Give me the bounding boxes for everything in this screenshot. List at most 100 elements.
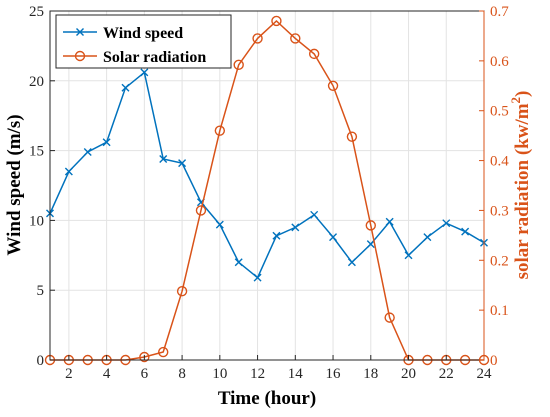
legend-box: [55, 14, 232, 69]
data-point-wind: [461, 227, 470, 236]
data-point-wind: [83, 148, 92, 156]
x-tick-label: 4: [103, 366, 111, 382]
y-right-tick-label: 0.2: [490, 253, 509, 269]
x-axis: 2 4 6 8 10 12 14 16 18 20 22 24: [65, 355, 492, 382]
data-point-stroke: [159, 154, 168, 163]
data-point-wind: [121, 83, 130, 92]
y-left-tick-label: 20: [29, 74, 44, 90]
data-point-stroke: [102, 138, 111, 147]
x-tick-label: 10: [212, 366, 227, 382]
data-point-stroke: [272, 231, 281, 240]
data-point-wind: [423, 233, 432, 242]
y-right-axis-label-main: solar radiation (kw/m: [512, 103, 533, 279]
data-point-solar: [139, 351, 150, 363]
y-right-tick-label: 0.4: [490, 154, 509, 170]
x-tick-label: 6: [141, 366, 149, 382]
data-point-solar: [327, 80, 339, 91]
data-point-stroke: [385, 217, 394, 226]
y-right-axis-label-end: ): [512, 91, 533, 97]
data-point-solar: [384, 312, 395, 323]
data-point-solar: [195, 205, 207, 216]
data-point-stroke: [121, 83, 130, 92]
data-point-solar: [271, 15, 282, 27]
y-left-tick-label: 15: [29, 144, 44, 160]
legend-solar-marker: [74, 50, 86, 62]
data-point-stroke: [329, 233, 338, 242]
data-point-stroke: [253, 273, 262, 282]
data-point-wind: [329, 233, 338, 242]
x-tick-label: 16: [326, 366, 342, 382]
data-point-stroke: [64, 167, 73, 176]
x-axis-label: Time (hour): [218, 388, 316, 409]
data-point-wind: [64, 167, 73, 176]
data-point-wind: [385, 217, 394, 226]
data-point-stroke: [178, 159, 187, 168]
data-point-wind: [234, 258, 243, 267]
data-point-wind: [102, 138, 111, 147]
y-right-tick-label: 0.6: [490, 54, 509, 70]
data-point-solar: [158, 346, 169, 358]
data-point-solar: [252, 33, 263, 44]
data-point-stroke: [140, 68, 149, 77]
x-tick-label: 24: [477, 366, 493, 382]
data-point-stroke: [83, 148, 92, 156]
data-point-stroke: [234, 258, 243, 267]
data-point-stroke: [310, 210, 319, 219]
legend-wind-label: Wind speed: [103, 25, 183, 42]
y-right-tick-label: 0.5: [490, 104, 509, 120]
data-point-wind: [159, 154, 168, 163]
data-point-solar: [365, 220, 376, 231]
data-point-solar: [214, 125, 226, 136]
data-point-stroke: [404, 251, 413, 260]
y-right-axis-label-sup: 2: [508, 97, 523, 104]
y-right-axis-label: solar radiation (kw/m2): [508, 91, 533, 280]
y-right-tick-label: 0.7: [490, 4, 509, 20]
series-layer: [44, 15, 490, 366]
data-point-stroke: [215, 220, 224, 229]
data-point-wind: [442, 219, 451, 228]
data-point-stroke: [442, 219, 451, 228]
data-point-stroke: [291, 223, 300, 232]
y-left-tick-label: 5: [37, 283, 45, 299]
legend-wind-marker: [76, 28, 84, 36]
data-point-solar: [233, 59, 244, 71]
data-point-wind: [404, 251, 413, 260]
data-point-wind: [272, 231, 281, 240]
y-left-tick-label: 10: [29, 213, 44, 229]
y-right-tick-label: 0.1: [490, 303, 509, 319]
y-left-tick-label: 25: [29, 4, 44, 20]
data-point-wind: [215, 220, 224, 229]
data-point-solar: [308, 48, 320, 60]
data-point-solar: [176, 285, 188, 297]
data-point-wind: [291, 223, 300, 232]
x-tick-label: 14: [288, 366, 304, 382]
y-right-tick-label: 0: [490, 353, 498, 369]
x-tick-label: 20: [401, 366, 416, 382]
y-right-axis: 0 0.1 0.2 0.3 0.4 0.5 0.6 0.7: [479, 4, 509, 369]
y-right-tick-label: 0.3: [490, 203, 509, 219]
data-point-wind: [366, 240, 375, 249]
y-left-axis-label: Wind speed (m/s): [4, 114, 25, 255]
data-point-wind: [347, 258, 356, 267]
series-line-solar: [50, 19, 484, 361]
x-tick-label: 18: [363, 366, 378, 382]
data-point-stroke: [423, 233, 432, 242]
data-point-stroke: [366, 240, 375, 249]
y-left-tick-label: 0: [37, 353, 45, 369]
legend-solar-label: Solar radiation: [103, 49, 206, 66]
series-line-wind: [49, 71, 485, 279]
data-point-solar: [346, 131, 358, 142]
data-point-wind: [253, 273, 262, 282]
y-left-axis: 0 5 10 15 20 25: [29, 4, 55, 369]
data-point-solar: [290, 33, 301, 44]
data-point-wind: [310, 210, 319, 219]
data-point-stroke: [461, 227, 470, 236]
x-tick-label: 22: [439, 366, 454, 382]
data-point-wind: [140, 68, 149, 77]
data-point-stroke: [347, 258, 356, 267]
x-tick-label: 2: [65, 366, 73, 382]
x-tick-label: 8: [178, 366, 186, 382]
legend: Wind speed Solar radiation: [55, 14, 232, 69]
x-tick-label: 12: [250, 366, 265, 382]
